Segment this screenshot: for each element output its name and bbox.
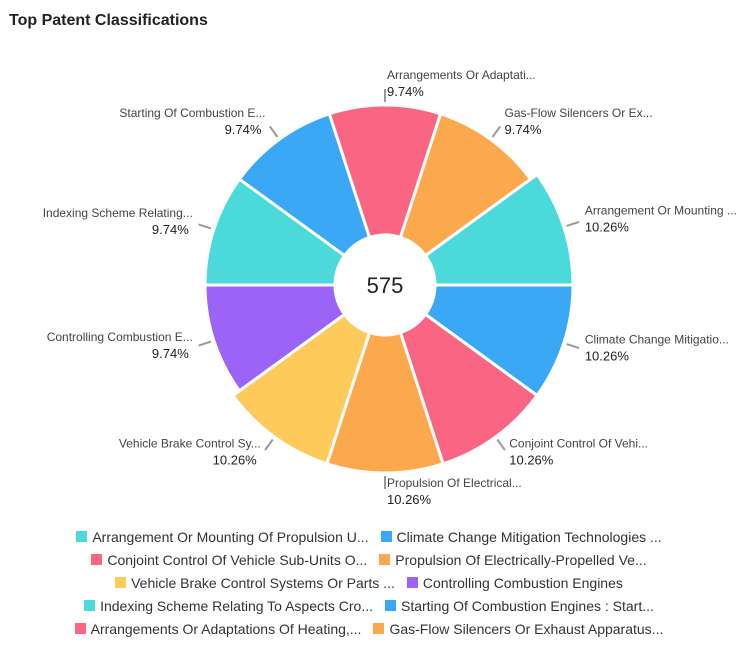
slice-percent-label: 10.26% [387,492,432,507]
legend-row: Arrangements Or Adaptations Of Heating,.… [0,617,738,640]
legend-label: Controlling Combustion Engines [422,574,623,591]
chart-title: Top Patent Classifications [9,12,208,29]
legend-item[interactable]: Controlling Combustion Engines [406,574,623,591]
slice-percent-label: 10.26% [585,348,630,363]
legend-item[interactable]: Arrangements Or Adaptations Of Heating,.… [74,620,362,637]
legend-row: Indexing Scheme Relating To Aspects Cro.… [0,594,738,617]
donut-hole [335,235,435,335]
legend-item[interactable]: Arrangement Or Mounting Of Propulsion U.… [76,528,369,545]
slice-label: Indexing Scheme Relating... [43,206,193,220]
slice-label: Starting Of Combustion E... [119,106,265,120]
legend-item[interactable]: Conjoint Control Of Vehicle Sub-Units O.… [91,552,367,568]
legend-swatch [84,600,96,611]
legend-swatch [76,531,88,542]
legend-label: Starting Of Combustion Engines : Start..… [400,597,654,614]
label-leader-line [198,223,212,230]
label-leader-line [566,343,580,349]
legend-label: Vehicle Brake Control Systems Or Parts .… [131,574,395,591]
legend-swatch [74,623,86,634]
label-leader-line [264,438,274,451]
slice-label: Conjoint Control Of Vehi... [509,436,648,450]
legend-item[interactable]: Starting Of Combustion Engines : Start..… [384,597,654,614]
slice-percent-label: 9.74% [152,222,189,237]
slice-percent-label: 10.26% [585,220,630,235]
label-leader-line [496,438,506,451]
slice-label: Arrangements Or Adaptati... [387,68,536,82]
slice-percent-label: 10.26% [509,452,554,467]
legend-swatch [115,577,127,588]
legend-item[interactable]: Indexing Scheme Relating To Aspects Cro.… [84,598,373,614]
legend-item[interactable]: Vehicle Brake Control Systems Or Parts .… [115,575,395,591]
chart-legend: Arrangement Or Mounting Of Propulsion U.… [0,525,738,640]
legend-row: Conjoint Control Of Vehicle Sub-Units O.… [0,548,738,571]
slice-label: Climate Change Mitigatio... [585,332,729,346]
legend-swatch [373,623,385,634]
legend-swatch [380,531,392,542]
legend-row: Vehicle Brake Control Systems Or Parts .… [0,571,738,594]
slice-percent-label: 9.74% [225,122,262,137]
legend-label: Propulsion Of Electrically-Propelled Ve.… [395,551,647,568]
legend-swatch [384,600,396,611]
slice-label: Arrangement Or Mounting ... [585,204,737,218]
pie-chart: Starting Of Combustion E... 9.74% Arrangem… [43,68,737,507]
legend-label: Conjoint Control Of Vehicle Sub-Units O.… [107,551,368,568]
legend-swatch [379,554,391,565]
slice-label: Propulsion Of Electrical... [387,476,522,490]
slice-label: Vehicle Brake Control Sy... [119,436,261,450]
slice-percent-label: 9.74% [387,84,424,99]
legend-swatch [406,577,418,588]
slice-percent-label: 9.74% [505,122,542,137]
slice-label: Controlling Combustion E... [47,330,193,344]
legend-item[interactable]: Gas-Flow Silencers Or Exhaust Apparatus.… [373,621,663,637]
legend-label: Climate Change Mitigation Technologies .… [396,528,662,545]
legend-label: Arrangements Or Adaptations Of Heating,.… [90,620,362,637]
legend-swatch [91,554,103,565]
slice-percent-label: 9.74% [152,346,189,361]
label-leader-line [566,221,580,227]
slice-label: Gas-Flow Silencers Or Ex... [505,106,653,120]
legend-item[interactable]: Climate Change Mitigation Technologies .… [380,528,662,545]
legend-label: Indexing Scheme Relating To Aspects Cro.… [100,597,373,614]
legend-label: Gas-Flow Silencers Or Exhaust Apparatus.… [389,620,664,637]
label-leader-line [198,340,212,347]
legend-item[interactable]: Propulsion Of Electrically-Propelled Ve.… [379,551,647,568]
label-leader-line [268,125,279,138]
label-leader-line [491,125,502,138]
legend-row: Arrangement Or Mounting Of Propulsion U.… [0,525,738,548]
legend-label: Arrangement Or Mounting Of Propulsion U.… [92,528,369,545]
slice-percent-label: 10.26% [213,452,258,467]
center-total-label: 575 [367,273,404,298]
